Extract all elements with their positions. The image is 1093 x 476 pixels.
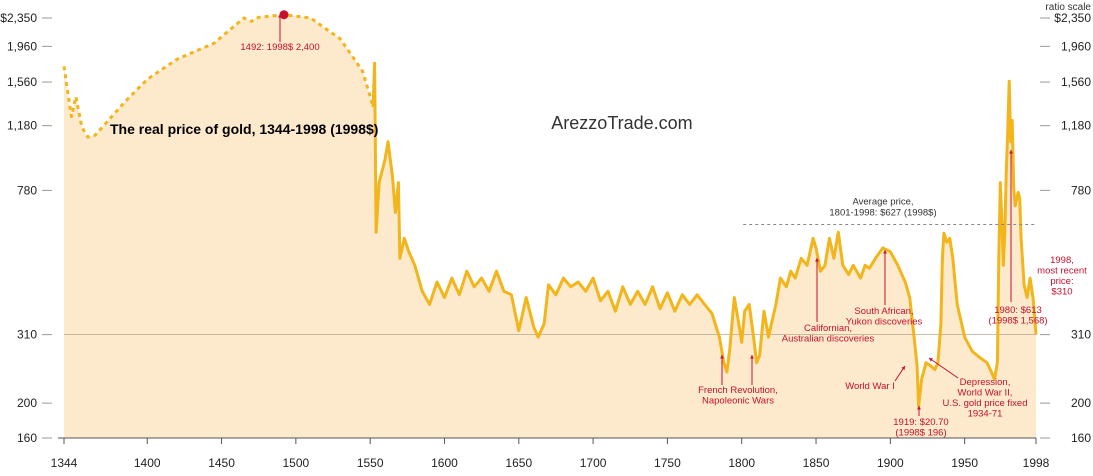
- annotation: Yukon discoveries: [846, 317, 923, 328]
- annotation: Californian,: [804, 323, 852, 334]
- grid-layer: [42, 17, 1050, 444]
- x-tick-label: 1550: [357, 456, 384, 470]
- x-tick-label: 1750: [654, 456, 681, 470]
- average-label: Average price,: [852, 197, 913, 208]
- x-tick-label: 1850: [803, 456, 830, 470]
- arrow-head: [917, 406, 921, 410]
- y-tick-label: 200: [17, 396, 37, 410]
- annotation: (1998$ 1,568): [988, 316, 1047, 327]
- y-tick-label: 160: [17, 431, 37, 445]
- y2-tick-label: 780: [1071, 183, 1091, 197]
- y2-tick-label: 310: [1071, 328, 1091, 342]
- annotation: 1919: $20.70: [893, 417, 948, 428]
- x-tick-label: 1800: [728, 456, 755, 470]
- x-tick-label: 1600: [431, 456, 458, 470]
- arrow-head: [929, 358, 933, 362]
- y2-tick-label: 1,560: [1061, 75, 1091, 89]
- annotation: $310: [1051, 287, 1072, 298]
- annotation: 1998,: [1050, 255, 1074, 266]
- y2-tick-label: 1,180: [1061, 119, 1091, 133]
- y-tick-label: $2,350: [0, 11, 37, 25]
- y2-tick-label: 200: [1071, 396, 1091, 410]
- arrow-head: [750, 355, 754, 359]
- price-line: [371, 61, 1038, 408]
- annotation: French Revolution,: [698, 385, 778, 396]
- x-tick-label: 1650: [505, 456, 532, 470]
- annotation: South African,: [854, 306, 913, 317]
- annotation-arrow: [928, 357, 959, 379]
- average-label: 1801-1998: $627 (1998$): [829, 208, 936, 219]
- line-layer: [62, 10, 1038, 408]
- annotation: (1998$ 196): [895, 428, 946, 439]
- arrow-head: [901, 366, 905, 370]
- area-layer: [64, 14, 1037, 438]
- x-tick-label: 1700: [580, 456, 607, 470]
- x-tick-label: 1500: [283, 456, 310, 470]
- x-tick-label: 1998: [1023, 456, 1050, 470]
- y-tick-label: 1,560: [7, 75, 37, 89]
- annotation: U.S. gold price fixed: [942, 398, 1027, 409]
- annotation: World War I: [845, 381, 895, 392]
- y-tick-label: 1,960: [7, 39, 37, 53]
- x-tick-label: 1450: [208, 456, 235, 470]
- annotation: 1492: 1998$ 2,400: [240, 42, 319, 53]
- area: [64, 14, 374, 438]
- annotation: World War II,: [958, 388, 1013, 399]
- y-tick-label: 780: [17, 183, 37, 197]
- y-axis-note: ratio scale: [1045, 2, 1091, 13]
- area: [373, 63, 1037, 438]
- x-tick-label: 1344: [51, 456, 78, 470]
- chart-title: The real price of gold, 1344-1998 (1998$…: [110, 121, 378, 137]
- annotation: 1934-71: [968, 409, 1003, 420]
- y2-tick-label: 160: [1071, 431, 1091, 445]
- annotation: Australian discoveries: [782, 334, 875, 345]
- arrow-head: [720, 355, 724, 359]
- y-tick-label: 310: [17, 328, 37, 342]
- annotation: price:: [1050, 276, 1073, 287]
- x-tick-label: 1400: [134, 456, 161, 470]
- highlight-point: [279, 10, 289, 20]
- x-tick-label: 1900: [877, 456, 904, 470]
- watermark: ArezzoTrade.com: [551, 113, 692, 133]
- annotation: Napoleonic Wars: [702, 396, 774, 407]
- annotation: Depression,: [960, 377, 1011, 388]
- y-tick-label: 1,180: [7, 119, 37, 133]
- arrow-head: [815, 258, 819, 262]
- annotation: most recent: [1037, 266, 1087, 277]
- y2-tick-label: $2,350: [1054, 11, 1091, 25]
- annotation: 1980: $613: [994, 305, 1042, 316]
- arrow-head: [1009, 150, 1013, 154]
- y2-tick-label: 1,960: [1061, 39, 1091, 53]
- x-tick-label: 1950: [951, 456, 978, 470]
- arrow-head: [278, 14, 282, 18]
- arrow-head: [883, 250, 887, 254]
